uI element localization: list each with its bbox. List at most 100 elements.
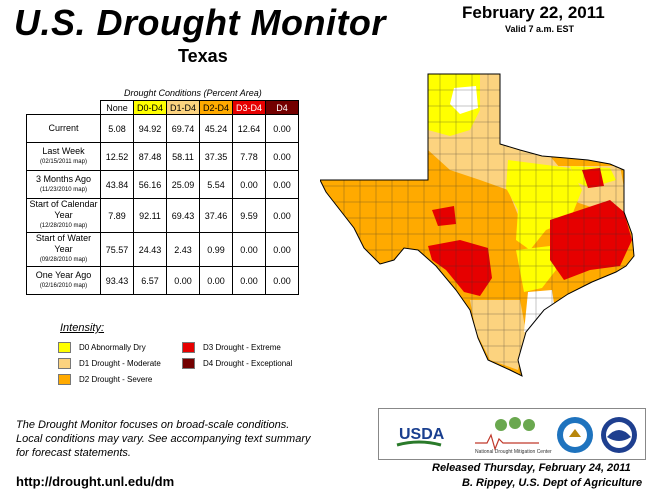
table-cell: 0.00 [265,266,299,295]
table-cell: 0.00 [265,170,299,199]
legend-label: D4 Drought - Exceptional [203,359,293,368]
ndmc-logo: National Drought Mitigation Center [475,417,552,455]
table-cell: 37.35 [199,142,233,171]
texas-drought-map [320,73,635,377]
table-header-row: None D0-D4 D1-D4 D2-D4 D3-D4 D4 [27,100,299,115]
legend-item-d2: D2 Drought - Severe [58,374,152,385]
table-cell: 0.00 [265,114,299,143]
row-label: Start of Calendar Year (12/28/2010 map) [26,198,101,233]
row-label: One Year Ago (02/16/2010 map) [26,266,101,295]
table-cell: 58.11 [166,142,200,171]
table-cell: 93.43 [100,266,134,295]
legend-swatch [58,374,71,385]
d3-region-west [432,206,456,226]
col-header: D4 [265,100,299,115]
partner-logos: USDA National Drought Mitigation Center [378,408,646,460]
table-cell: 24.43 [133,232,167,267]
table-cell: 75.57 [100,232,134,267]
table-cell: 12.52 [100,142,134,171]
footnote: The Drought Monitor focuses on broad-sca… [16,418,346,460]
none-region-panhandle [450,86,478,114]
legend-swatch [58,342,71,353]
legend-item-d1: D1 Drought - Moderate [58,358,161,369]
valid-time: Valid 7 a.m. EST [505,24,575,34]
row-label-text: Start of Water Year [35,233,92,254]
table-cell: 9.59 [232,198,266,233]
row-label: Current [26,114,101,143]
col-header: D1-D4 [166,100,200,115]
table-cell: 0.00 [199,266,233,295]
table-cell: 0.00 [232,266,266,295]
footnote-line: The Drought Monitor focuses on broad-sca… [16,419,290,431]
table-title: Drought Conditions (Percent Area) [124,88,262,98]
table-row: Start of Water Year (09/28/2010 map) 75.57… [26,232,299,267]
table-cell: 0.00 [232,232,266,267]
table-cell: 69.43 [166,198,200,233]
county-lines [320,74,634,376]
col-header: D3-D4 [232,100,266,115]
d3-region-east [550,200,632,280]
table-cell: 2.43 [166,232,200,267]
table-cell: 5.08 [100,114,134,143]
table-cell: 0.00 [265,198,299,233]
table-row: One Year Ago (02/16/2010 map) 93.43 6.57 0.0… [26,266,299,295]
row-label: 3 Months Ago (11/23/2010 map) [26,170,101,199]
legend-label: D0 Abnormally Dry [79,343,146,352]
release-date: Released Thursday, February 24, 2011 [432,462,631,474]
noaa-logo-icon [601,417,637,453]
d0-region-central [506,160,582,250]
legend-label: D1 Drought - Moderate [79,359,161,368]
table-cell: 87.48 [133,142,167,171]
row-label-sub: (12/28/2010 map) [39,223,88,229]
table-cell: 43.84 [100,170,134,199]
legend-swatch [182,358,195,369]
author: B. Rippey, U.S. Dept of Agriculture [462,477,643,489]
table-cell: 6.57 [133,266,167,295]
table-cell: 7.78 [232,142,266,171]
col-header: D2-D4 [199,100,233,115]
table-cell: 25.09 [166,170,200,199]
row-label-sub: (02/15/2011 map) [40,158,87,165]
row-label-text: 3 Months Ago [35,173,92,184]
commerce-seal-icon [557,417,593,453]
row-label-text: Last Week [42,145,85,156]
legend-item-d4: D4 Drought - Exceptional [182,358,292,369]
table-cell: 69.74 [166,114,200,143]
website-link[interactable]: http://drought.unl.edu/dm [16,474,175,489]
legend-swatch [58,358,71,369]
map-title: U.S. Drought Monitor [14,2,386,43]
table-row: Start of Calendar Year (12/28/2010 map) 7.… [26,198,299,233]
table-cell: 92.11 [133,198,167,233]
col-header: D0-D4 [133,100,167,115]
table-cell: 0.00 [232,170,266,199]
state-name: Texas [178,46,228,66]
row-label-text: One Year Ago [35,269,92,280]
legend-label: D3 Drought - Extreme [203,343,281,352]
table-cell: 7.89 [100,198,134,233]
table-cell: 0.00 [265,232,299,267]
footnote-line: Local conditions may vary. See accompany… [16,433,311,445]
table-cell: 0.99 [199,232,233,267]
legend-item-d0: D0 Abnormally Dry [58,342,146,353]
table-cell: 94.92 [133,114,167,143]
table-cell: 37.46 [199,198,233,233]
table-cell: 5.54 [199,170,233,199]
usda-logo: USDA [399,426,445,443]
row-label: Start of Water Year (09/28/2010 map) [26,232,101,267]
footnote-line: for forecast statements. [16,447,131,459]
d3-region-ne [582,168,604,188]
table-cell: 45.24 [199,114,233,143]
row-label: Last Week (02/15/2011 map) [26,142,101,171]
table-row: 3 Months Ago (11/23/2010 map) 43.84 56.16 25… [26,170,299,199]
legend-title: Intensity: [60,322,105,334]
table-cell: 0.00 [265,142,299,171]
table-cell: 12.64 [232,114,266,143]
row-label-sub: (09/28/2010 map) [39,257,88,263]
col-header: None [100,100,134,115]
table-row: Current 5.08 94.92 69.74 45.24 12.64 0.00 [26,114,299,143]
map-date: February 22, 2011 [462,3,605,22]
drought-conditions-table: None D0-D4 D1-D4 D2-D4 D3-D4 D4 Current 5… [26,100,299,295]
legend-label: D2 Drought - Severe [79,375,153,384]
usda-swoosh [396,440,442,447]
row-label-text: Current [48,123,79,133]
